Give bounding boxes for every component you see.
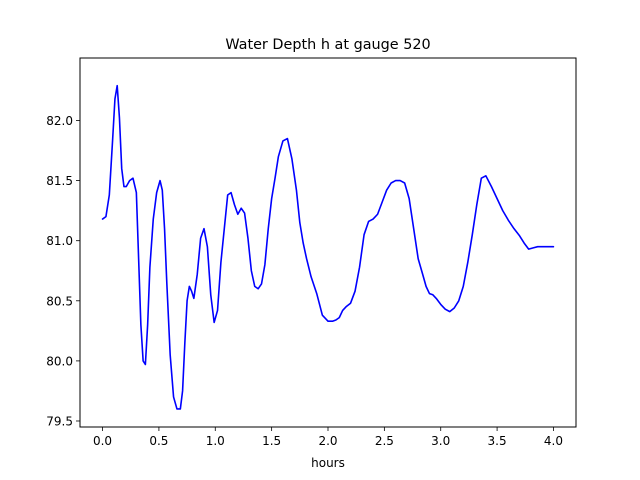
x-tick-label: 3.0 <box>431 434 450 448</box>
x-tick-label: 4.0 <box>544 434 563 448</box>
chart-title: Water Depth h at gauge 520 <box>225 37 430 53</box>
y-tick-label: 80.5 <box>46 294 73 308</box>
y-tick-label: 79.5 <box>46 414 73 428</box>
x-tick-label: 2.0 <box>318 434 337 448</box>
y-tick-label: 81.5 <box>46 174 73 188</box>
x-tick-label: 0.0 <box>93 434 112 448</box>
x-tick-label: 0.5 <box>149 434 168 448</box>
x-tick-label: 1.0 <box>206 434 225 448</box>
y-tick-label: 80.0 <box>46 354 73 368</box>
x-tick-label: 3.5 <box>488 434 507 448</box>
x-axis-label: hours <box>311 456 345 470</box>
x-tick-label: 1.5 <box>262 434 281 448</box>
y-tick-label: 82.0 <box>46 114 73 128</box>
x-tick-label: 2.5 <box>375 434 394 448</box>
plot-area: 0.0 0.5 1.0 1.5 2.0 2.5 3.0 3.5 4.0 79.5 80.0 80.5 8… <box>46 57 577 448</box>
y-tick-label: 81.0 <box>46 234 73 248</box>
series-line-0 <box>101 84 555 410</box>
